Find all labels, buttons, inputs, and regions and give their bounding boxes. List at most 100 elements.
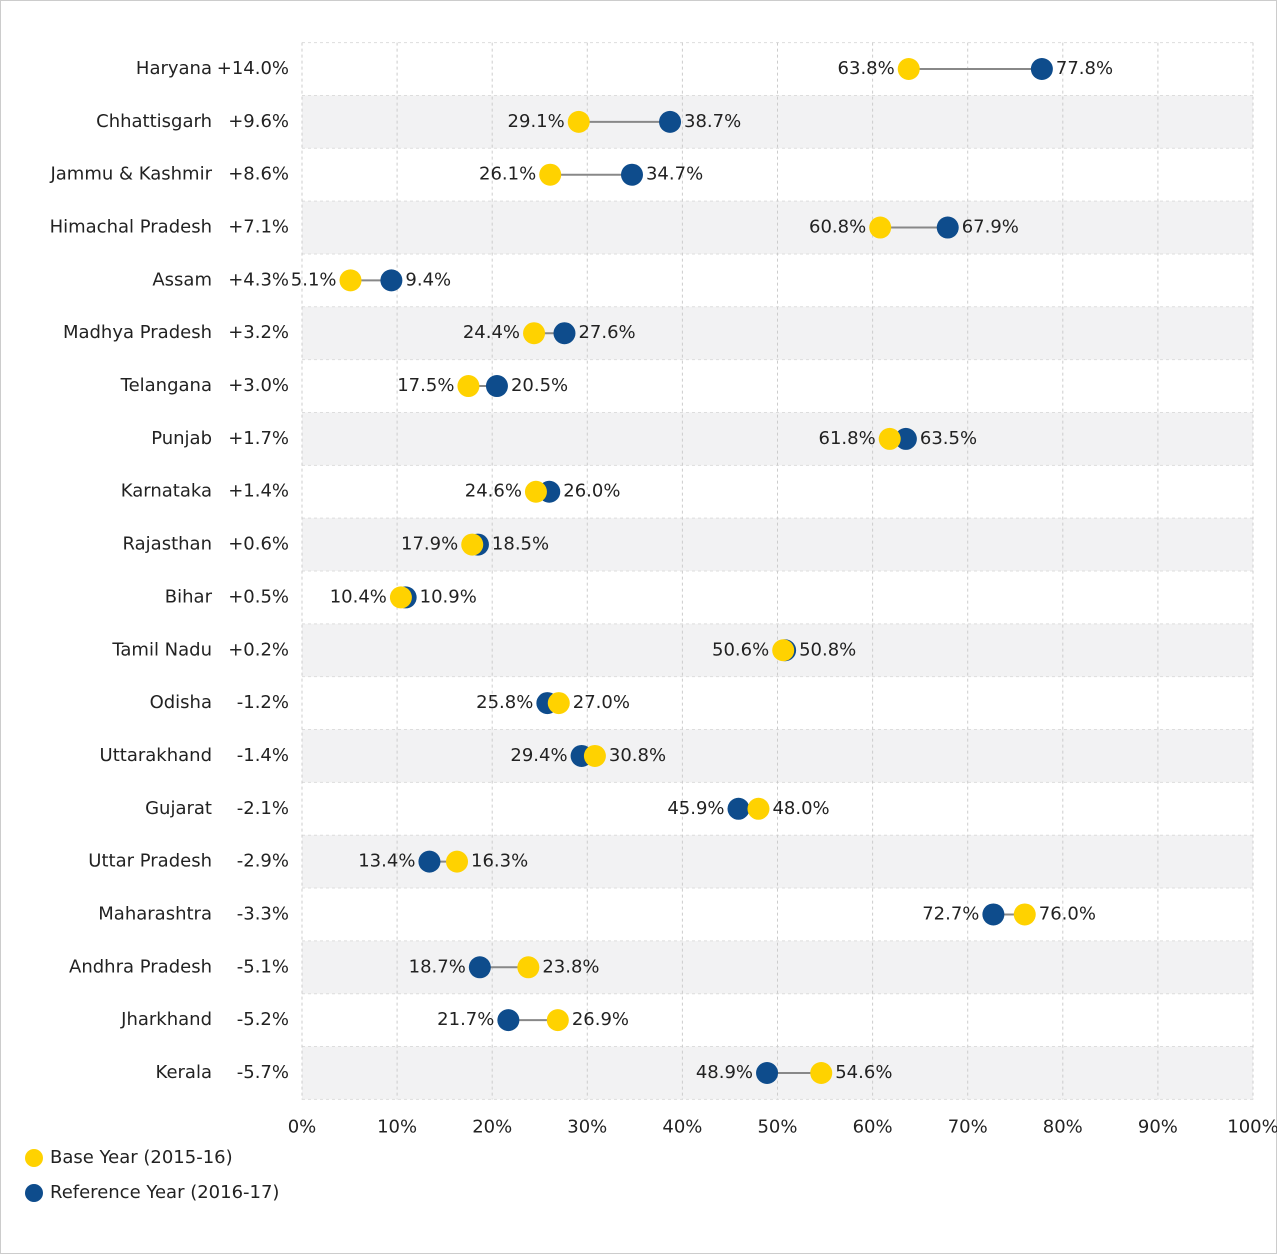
value-label: 27.0% [573,692,630,713]
value-label: 24.4% [463,322,520,343]
category-label: Karnataka [121,481,212,502]
change-label: +4.3% [228,269,289,290]
change-label: +7.1% [228,217,289,238]
value-label: 63.8% [838,58,895,79]
value-label: 9.4% [405,269,451,290]
value-label: 26.0% [563,481,620,502]
value-label: 26.1% [479,164,536,185]
x-tick-label: 90% [1138,1116,1178,1137]
value-label: 23.8% [542,956,599,977]
change-label: -1.2% [237,692,289,713]
base-dot [517,956,540,979]
change-label: -5.1% [237,956,289,977]
value-label: 34.7% [646,164,703,185]
category-label: Haryana [136,58,212,79]
reference-dot [418,850,441,873]
category-label: Telangana [120,375,212,396]
value-label: 50.6% [712,639,769,660]
category-label: Jharkhand [120,1009,212,1030]
reference-dot [497,1009,520,1032]
base-dot [897,58,920,81]
change-label: +1.7% [228,428,289,449]
base-dot [772,639,795,662]
base-dot [878,427,901,450]
base-dot [446,850,469,873]
change-label: -5.7% [237,1062,289,1083]
change-label: -1.4% [237,745,289,766]
value-label: 17.5% [397,375,454,396]
legend-label: Base Year (2015-16) [50,1147,233,1168]
value-label: 24.6% [465,481,522,502]
change-label: -3.3% [237,903,289,924]
change-label: +1.4% [228,481,289,502]
value-label: 77.8% [1056,58,1113,79]
category-label: Odisha [150,692,212,713]
change-label: -2.1% [237,798,289,819]
x-tick-label: 100% [1227,1116,1277,1137]
value-label: 60.8% [809,217,866,238]
value-label: 10.4% [330,586,387,607]
value-label: 63.5% [920,428,977,449]
category-label: Maharashtra [98,903,212,924]
value-label: 67.9% [962,217,1019,238]
reference-dot [894,427,917,450]
value-label: 76.0% [1039,903,1096,924]
x-tick-label: 30% [567,1116,607,1137]
change-label: -5.2% [237,1009,289,1030]
reference-dot [756,1061,779,1084]
value-label: 27.6% [578,322,635,343]
x-tick-label: 0% [288,1116,317,1137]
change-label: +14.0% [217,58,289,79]
category-label: Kerala [156,1062,212,1083]
base-dot [583,744,606,767]
base-dot [810,1061,833,1084]
change-label: +8.6% [228,164,289,185]
category-label: Madhya Pradesh [63,322,212,343]
base-dot [547,692,570,715]
x-tick-label: 80% [1043,1116,1083,1137]
value-label: 48.9% [696,1062,753,1083]
reference-dot [380,269,403,292]
row-band [302,729,1253,783]
change-label: +0.5% [228,586,289,607]
x-tick-label: 10% [377,1116,417,1137]
base-dot [567,110,590,133]
category-label: Uttar Pradesh [88,851,212,872]
reference-dot [553,322,576,345]
row-band [302,201,1253,254]
base-dot [339,269,362,292]
value-label: 20.5% [511,375,568,396]
category-label: Tamil Nadu [111,639,212,660]
category-label: Andhra Pradesh [69,956,212,977]
value-label: 30.8% [609,745,666,766]
value-label: 5.1% [291,269,337,290]
x-tick-label: 70% [948,1116,988,1137]
row-band [302,518,1253,571]
category-label: Assam [152,269,212,290]
value-label: 16.3% [471,851,528,872]
x-tick-label: 20% [472,1116,512,1137]
reference-dot [727,797,750,820]
value-label: 25.8% [476,692,533,713]
legend-marker [25,1149,43,1167]
category-label: Jammu & Kashmir [49,164,212,185]
reference-dot [982,903,1005,926]
reference-dot [1030,58,1053,81]
value-label: 72.7% [922,903,979,924]
value-label: 61.8% [819,428,876,449]
value-label: 17.9% [401,534,458,555]
value-label: 50.8% [799,639,856,660]
category-label: Himachal Pradesh [50,217,212,238]
category-label: Chhattisgarh [96,111,212,132]
value-label: 18.7% [409,956,466,977]
change-label: +3.0% [228,375,289,396]
base-dot [461,533,484,556]
value-label: 10.9% [420,586,477,607]
value-label: 29.4% [510,745,567,766]
category-label: Rajasthan [123,534,212,555]
base-dot [1013,903,1036,926]
base-dot [524,480,547,503]
category-label: Gujarat [145,798,212,819]
value-label: 54.6% [835,1062,892,1083]
change-label: +0.6% [228,534,289,555]
